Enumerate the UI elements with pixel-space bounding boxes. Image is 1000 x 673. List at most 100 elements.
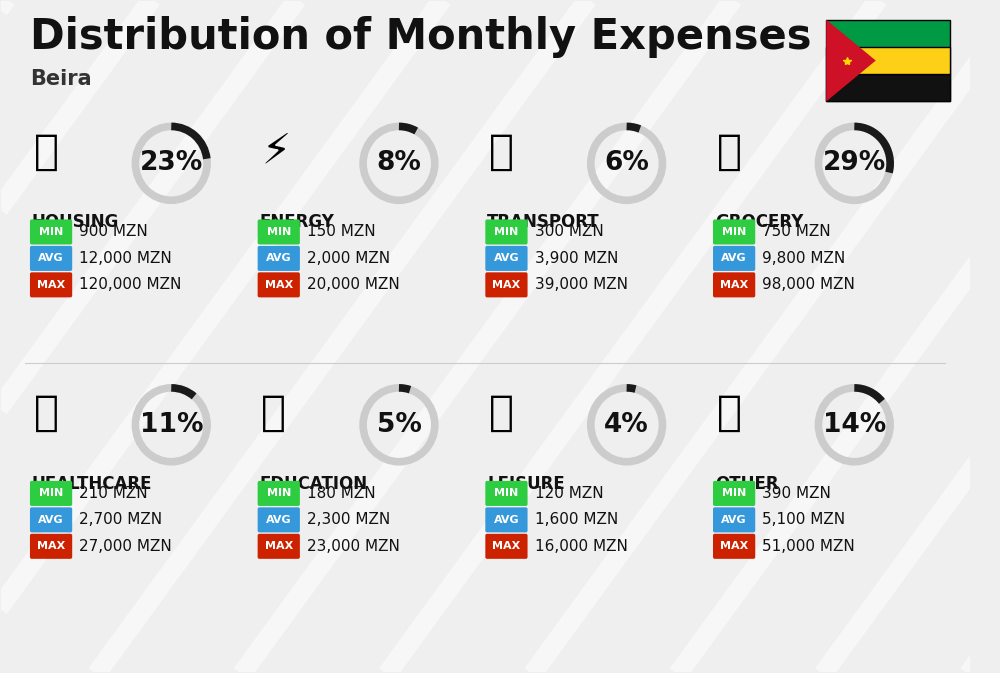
Text: 20,000 MZN: 20,000 MZN	[307, 277, 400, 292]
FancyBboxPatch shape	[485, 273, 528, 297]
Text: 14%: 14%	[823, 412, 886, 438]
Text: 51,000 MZN: 51,000 MZN	[762, 539, 855, 554]
Text: HEALTHCARE: HEALTHCARE	[32, 474, 152, 493]
Text: AVG: AVG	[721, 515, 747, 525]
Text: MIN: MIN	[722, 227, 746, 237]
Text: MAX: MAX	[720, 541, 748, 551]
Text: AVG: AVG	[38, 515, 64, 525]
FancyBboxPatch shape	[30, 534, 72, 559]
Text: 🎓: 🎓	[261, 392, 286, 434]
FancyBboxPatch shape	[485, 507, 528, 532]
Text: GROCERY: GROCERY	[715, 213, 803, 232]
Text: 2,000 MZN: 2,000 MZN	[307, 251, 390, 266]
Text: TRANSPORT: TRANSPORT	[487, 213, 600, 232]
Text: 120 MZN: 120 MZN	[535, 486, 603, 501]
Text: AVG: AVG	[266, 254, 292, 263]
FancyBboxPatch shape	[258, 246, 300, 271]
Text: 120,000 MZN: 120,000 MZN	[79, 277, 182, 292]
Text: 5%: 5%	[377, 412, 421, 438]
FancyBboxPatch shape	[485, 534, 528, 559]
Text: 🛒: 🛒	[717, 131, 742, 172]
Text: MIN: MIN	[39, 227, 63, 237]
Text: MIN: MIN	[494, 489, 519, 499]
Text: MIN: MIN	[267, 227, 291, 237]
Text: MIN: MIN	[494, 227, 519, 237]
FancyBboxPatch shape	[826, 20, 950, 102]
FancyBboxPatch shape	[30, 246, 72, 271]
FancyBboxPatch shape	[258, 481, 300, 506]
FancyBboxPatch shape	[713, 507, 755, 532]
FancyBboxPatch shape	[713, 534, 755, 559]
FancyBboxPatch shape	[713, 219, 755, 244]
Text: 98,000 MZN: 98,000 MZN	[762, 277, 855, 292]
Text: MAX: MAX	[37, 280, 65, 290]
FancyBboxPatch shape	[258, 273, 300, 297]
Text: 1,600 MZN: 1,600 MZN	[535, 512, 618, 528]
FancyBboxPatch shape	[30, 481, 72, 506]
Text: Distribution of Monthly Expenses: Distribution of Monthly Expenses	[30, 15, 811, 58]
Text: MAX: MAX	[265, 280, 293, 290]
Text: MAX: MAX	[720, 280, 748, 290]
Text: OTHER: OTHER	[715, 474, 778, 493]
Text: LEISURE: LEISURE	[487, 474, 565, 493]
FancyBboxPatch shape	[258, 219, 300, 244]
Text: ⚡: ⚡	[261, 131, 291, 172]
Text: EDUCATION: EDUCATION	[259, 474, 368, 493]
FancyBboxPatch shape	[713, 481, 755, 506]
FancyBboxPatch shape	[30, 219, 72, 244]
Text: Beira: Beira	[30, 69, 91, 89]
Text: 27,000 MZN: 27,000 MZN	[79, 539, 172, 554]
FancyBboxPatch shape	[485, 246, 528, 271]
FancyBboxPatch shape	[258, 534, 300, 559]
FancyBboxPatch shape	[258, 507, 300, 532]
Text: HOUSING: HOUSING	[32, 213, 119, 232]
Text: MIN: MIN	[267, 489, 291, 499]
Text: 4%: 4%	[604, 412, 649, 438]
Text: MIN: MIN	[722, 489, 746, 499]
Text: 6%: 6%	[604, 150, 649, 176]
Text: 390 MZN: 390 MZN	[762, 486, 831, 501]
FancyBboxPatch shape	[30, 507, 72, 532]
Text: 210 MZN: 210 MZN	[79, 486, 148, 501]
Text: 23%: 23%	[140, 150, 203, 176]
FancyBboxPatch shape	[713, 273, 755, 297]
Text: 180 MZN: 180 MZN	[307, 486, 375, 501]
Text: 🛍: 🛍	[489, 392, 514, 434]
Text: MIN: MIN	[39, 489, 63, 499]
FancyBboxPatch shape	[485, 481, 528, 506]
Text: ENERGY: ENERGY	[259, 213, 334, 232]
Text: 150 MZN: 150 MZN	[307, 225, 375, 240]
Text: 3,900 MZN: 3,900 MZN	[535, 251, 618, 266]
Text: AVG: AVG	[721, 254, 747, 263]
Text: 💰: 💰	[717, 392, 742, 434]
Text: 29%: 29%	[823, 150, 886, 176]
Text: 12,000 MZN: 12,000 MZN	[79, 251, 172, 266]
FancyBboxPatch shape	[826, 75, 950, 102]
Text: MAX: MAX	[492, 280, 521, 290]
Text: 750 MZN: 750 MZN	[762, 225, 831, 240]
Text: AVG: AVG	[494, 254, 519, 263]
FancyBboxPatch shape	[826, 46, 950, 75]
Text: AVG: AVG	[494, 515, 519, 525]
FancyBboxPatch shape	[485, 219, 528, 244]
Text: 🏢: 🏢	[34, 131, 59, 172]
Text: 5,100 MZN: 5,100 MZN	[762, 512, 845, 528]
FancyBboxPatch shape	[713, 246, 755, 271]
Text: 11%: 11%	[140, 412, 203, 438]
Text: 🏥: 🏥	[34, 392, 59, 434]
Text: 🚌: 🚌	[489, 131, 514, 172]
Text: 16,000 MZN: 16,000 MZN	[535, 539, 627, 554]
Text: 2,300 MZN: 2,300 MZN	[307, 512, 390, 528]
Text: 900 MZN: 900 MZN	[79, 225, 148, 240]
Text: AVG: AVG	[266, 515, 292, 525]
Text: 9,800 MZN: 9,800 MZN	[762, 251, 845, 266]
Text: AVG: AVG	[38, 254, 64, 263]
Text: 300 MZN: 300 MZN	[535, 225, 603, 240]
Text: 39,000 MZN: 39,000 MZN	[535, 277, 628, 292]
Text: MAX: MAX	[492, 541, 521, 551]
Text: 2,700 MZN: 2,700 MZN	[79, 512, 162, 528]
Polygon shape	[826, 20, 876, 102]
Text: 8%: 8%	[377, 150, 421, 176]
Text: MAX: MAX	[265, 541, 293, 551]
Text: MAX: MAX	[37, 541, 65, 551]
